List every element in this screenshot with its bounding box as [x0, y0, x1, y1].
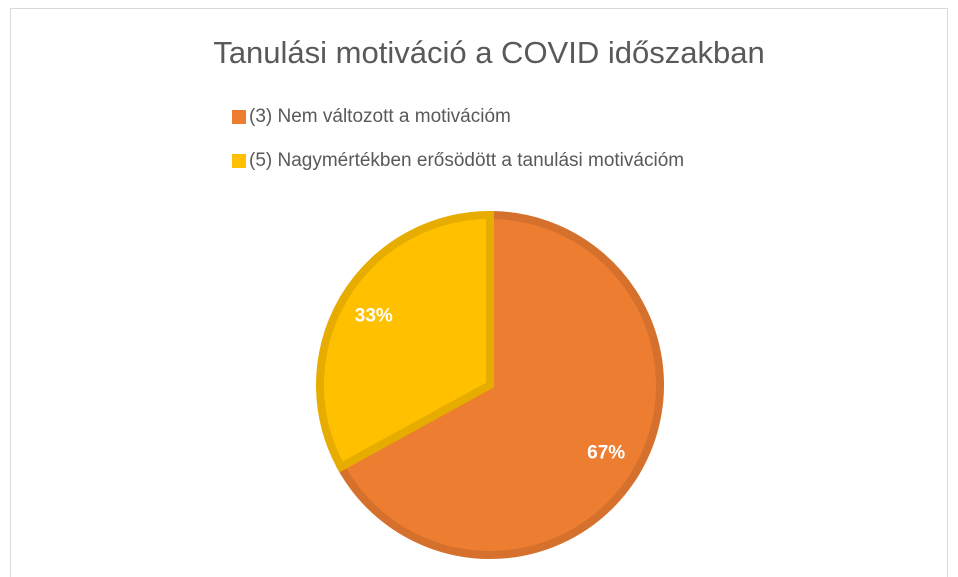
pie-slice: [316, 210, 494, 473]
chart-title: Tanulási motiváció a COVID időszakban: [213, 35, 764, 70]
legend-swatch: [232, 110, 246, 124]
pie-slice: [335, 210, 664, 559]
data-label: 33%: [355, 305, 393, 326]
data-label: 67%: [587, 443, 625, 464]
legend-swatch: [232, 154, 246, 168]
legend-label: (3) Nem változott a motivációm: [249, 106, 511, 127]
legend-label: (5) Nagymértékben erősödött a tanulási m…: [249, 150, 684, 171]
